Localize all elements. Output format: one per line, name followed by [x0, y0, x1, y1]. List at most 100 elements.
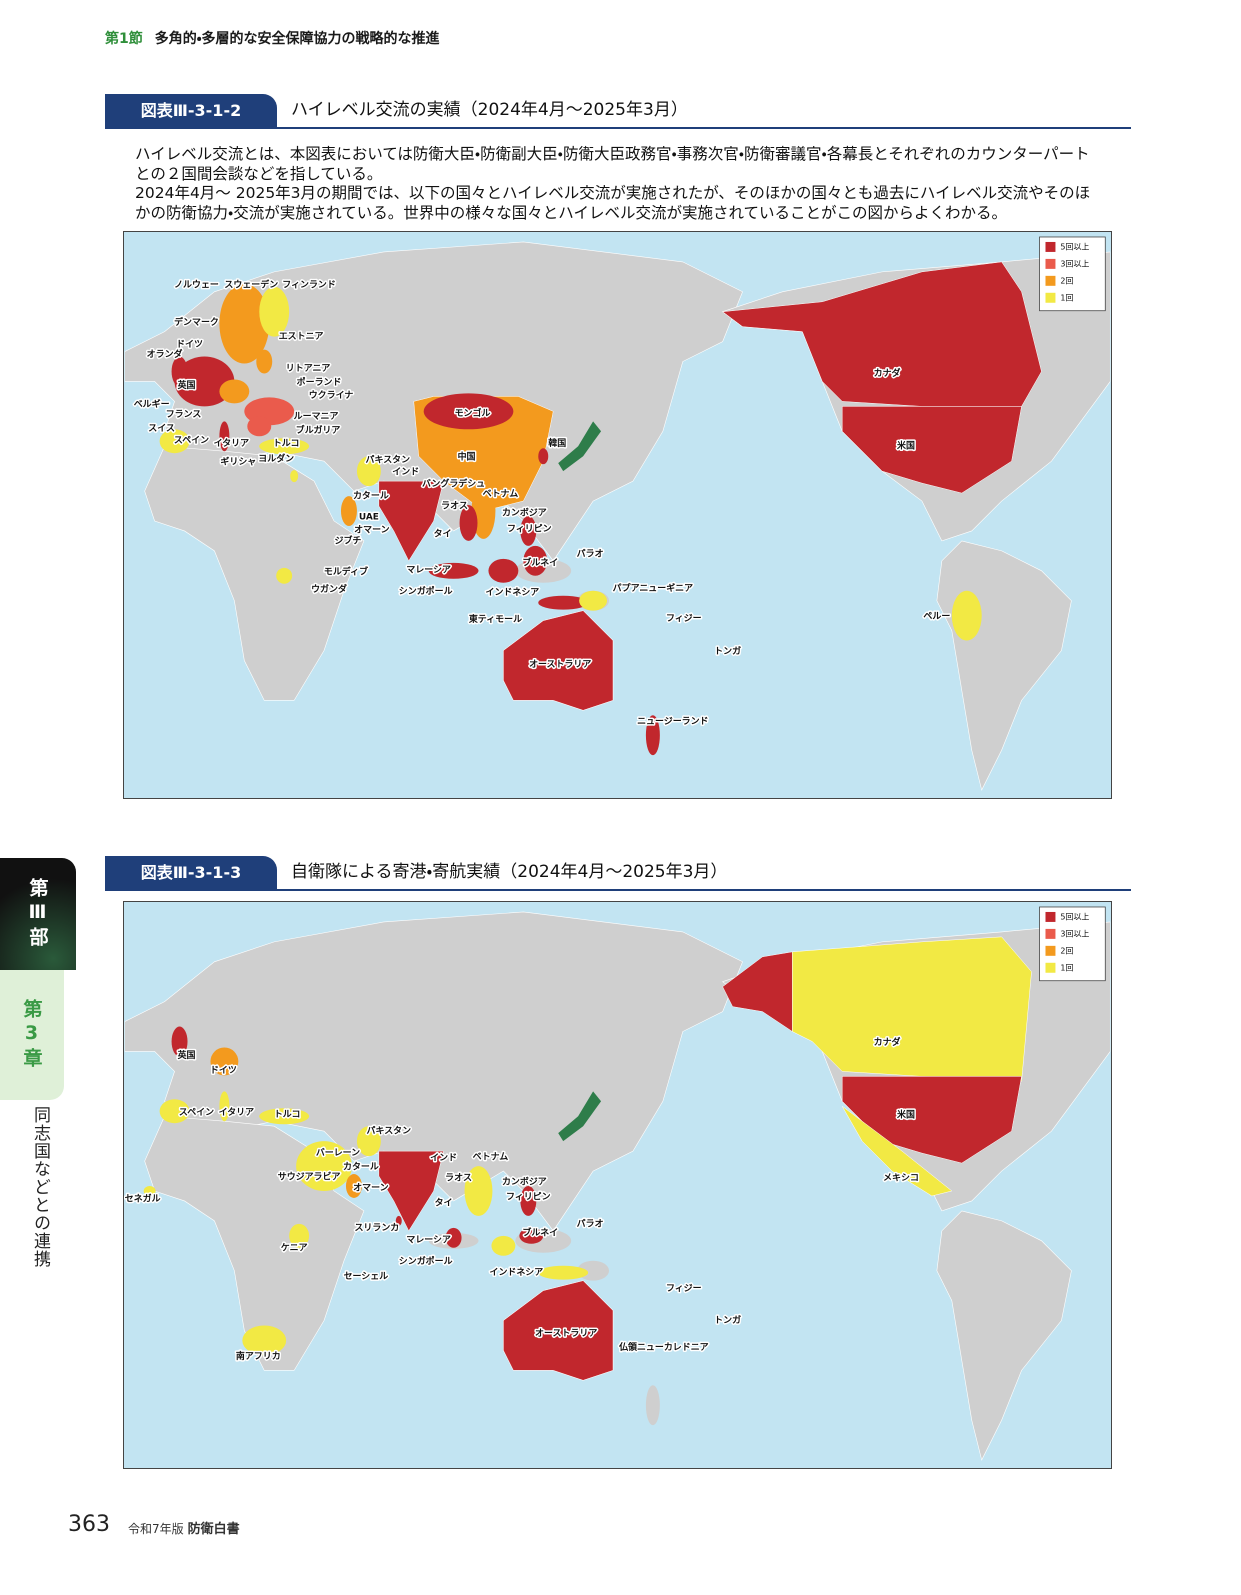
country-label: カタール: [343, 1161, 379, 1173]
country-area: [721, 261, 1042, 407]
legend-swatch: [1045, 928, 1056, 939]
country-area: [519, 1227, 544, 1244]
country-label: インドネシア: [486, 587, 540, 598]
country-area: [579, 590, 608, 611]
country-label: スウェーデン: [224, 278, 278, 290]
country-area: [459, 505, 478, 541]
world-map: 5回以上 3回以上 2回 1回 ノルウェー スウェーデン フィンランドデンマークエストニアド…: [123, 231, 1112, 799]
country-label: インド: [392, 467, 419, 478]
legend-swatch: [1045, 275, 1056, 286]
legend-label: 2回: [1060, 276, 1073, 285]
country-label: ラオス: [445, 1173, 472, 1184]
legend-swatch: [1045, 241, 1056, 252]
country-area: [538, 448, 549, 465]
country-area: [296, 1141, 352, 1191]
country-area: [503, 610, 614, 711]
country-label: ベルギー: [134, 398, 170, 410]
country-area: [259, 1108, 310, 1125]
country-area: [464, 1166, 493, 1216]
country-area: [428, 562, 479, 579]
description-paragraph: 2024年4月～ 2025年3月の期間では、以下の国々とハイレベル交流が実施され…: [135, 184, 1091, 222]
country-area: [488, 558, 519, 583]
figure-number: 図表Ⅲ-3-1-2: [105, 94, 277, 127]
country-label: フィリピン: [507, 522, 552, 534]
country-label: トルコ: [274, 1109, 301, 1120]
legend-label: 5回以上: [1060, 242, 1089, 251]
country-area: [340, 496, 357, 526]
country-label: シンガポール: [399, 585, 453, 597]
country-label: 米国: [897, 1109, 915, 1121]
legend-label: 1回: [1060, 293, 1073, 302]
legend-swatch: [1045, 258, 1056, 269]
legend-label: 3回以上: [1060, 259, 1089, 268]
section-title: 多角的・多層的な安全保障協力の戦略的な推進: [154, 31, 440, 47]
country-label: ノルウェー: [174, 279, 219, 290]
country-label: マレーシア: [406, 1234, 451, 1245]
country-label: カンボジア: [502, 1176, 547, 1188]
country-label: カタール: [353, 490, 389, 502]
country-label: スイス: [148, 423, 175, 434]
country-area: [219, 379, 250, 404]
country-area: [143, 1185, 156, 1196]
country-area: [645, 715, 660, 756]
country-label: 東ティモール: [469, 613, 522, 625]
page-number: 363: [68, 1512, 110, 1537]
country-label: タイ: [435, 1196, 453, 1208]
country-label: イタリア: [219, 1106, 255, 1118]
country-area: [219, 421, 230, 452]
country-area: [395, 1215, 402, 1226]
country-area: [276, 567, 293, 584]
legend-swatch: [1045, 911, 1056, 922]
country-label: フィジー: [666, 613, 702, 624]
figure-description: ハイレベル交流とは、本図表においては防衛大臣・防衛副大臣・防衛大臣政務官・事務次…: [135, 145, 1103, 223]
country-area: [356, 1126, 381, 1157]
country-label: ジブチ: [335, 534, 362, 546]
country-label: ブルネイ: [522, 556, 558, 568]
country-label: スペイン: [179, 1107, 214, 1118]
country-area: [247, 416, 272, 437]
country-area: [356, 456, 381, 487]
country-label: トルコ: [273, 438, 300, 449]
country-area: [841, 406, 1022, 494]
country-label: オーストラリア: [535, 1328, 597, 1339]
country-area: [538, 595, 589, 610]
country-label: ケニア: [281, 1242, 308, 1253]
country-area: [520, 1185, 537, 1216]
country-area: [345, 1174, 362, 1198]
country-label: オマーン: [353, 1182, 388, 1193]
running-header: 第1節 多角的・多層的な安全保障協力の戦略的な推進: [105, 28, 440, 48]
country-label: ウクライナ: [309, 390, 354, 401]
figure-number: 図表Ⅲ-3-1-3: [105, 856, 277, 889]
country-area: [171, 356, 188, 387]
figure-title: 自衛隊による寄港・寄航実績（2024年4月～2025年3月）: [291, 862, 728, 882]
country-label: カンボジア: [502, 507, 547, 519]
country-label: オマーン: [354, 524, 389, 535]
country-label: セーシェル: [344, 1271, 389, 1282]
country-area: [491, 1235, 516, 1256]
country-label: モンゴル: [455, 407, 491, 419]
chapter-title: 同志国などとの連携: [30, 1106, 50, 1268]
country-area: [159, 429, 190, 454]
country-label: パラオ: [577, 547, 604, 559]
country-label: 仏領ニューカレドニア: [618, 1341, 709, 1353]
country-label: ニュージーランド: [637, 716, 708, 727]
country-label: スペイン: [174, 435, 209, 446]
country-label: ギリシャ: [220, 456, 256, 468]
country-label: オーストラリア: [529, 659, 591, 670]
country-area: [259, 286, 290, 337]
country-label: インド: [430, 1153, 457, 1164]
book-title: 防衛白書: [187, 1522, 240, 1537]
country-area: [242, 1325, 287, 1356]
country-label: イタリア: [214, 437, 250, 449]
country-area: [538, 1265, 589, 1280]
country-label: リトアニア: [286, 363, 331, 374]
publication: 令和7年版 防衛白書: [128, 1518, 240, 1537]
legend-label: 3回以上: [1060, 929, 1089, 938]
country-label: タイ: [434, 527, 452, 539]
country-label: ラオス: [441, 501, 468, 512]
country-label: メキシコ: [883, 1173, 919, 1184]
country-area: [219, 283, 270, 364]
country-label: ペルー: [923, 611, 950, 622]
country-area: [210, 1047, 239, 1076]
